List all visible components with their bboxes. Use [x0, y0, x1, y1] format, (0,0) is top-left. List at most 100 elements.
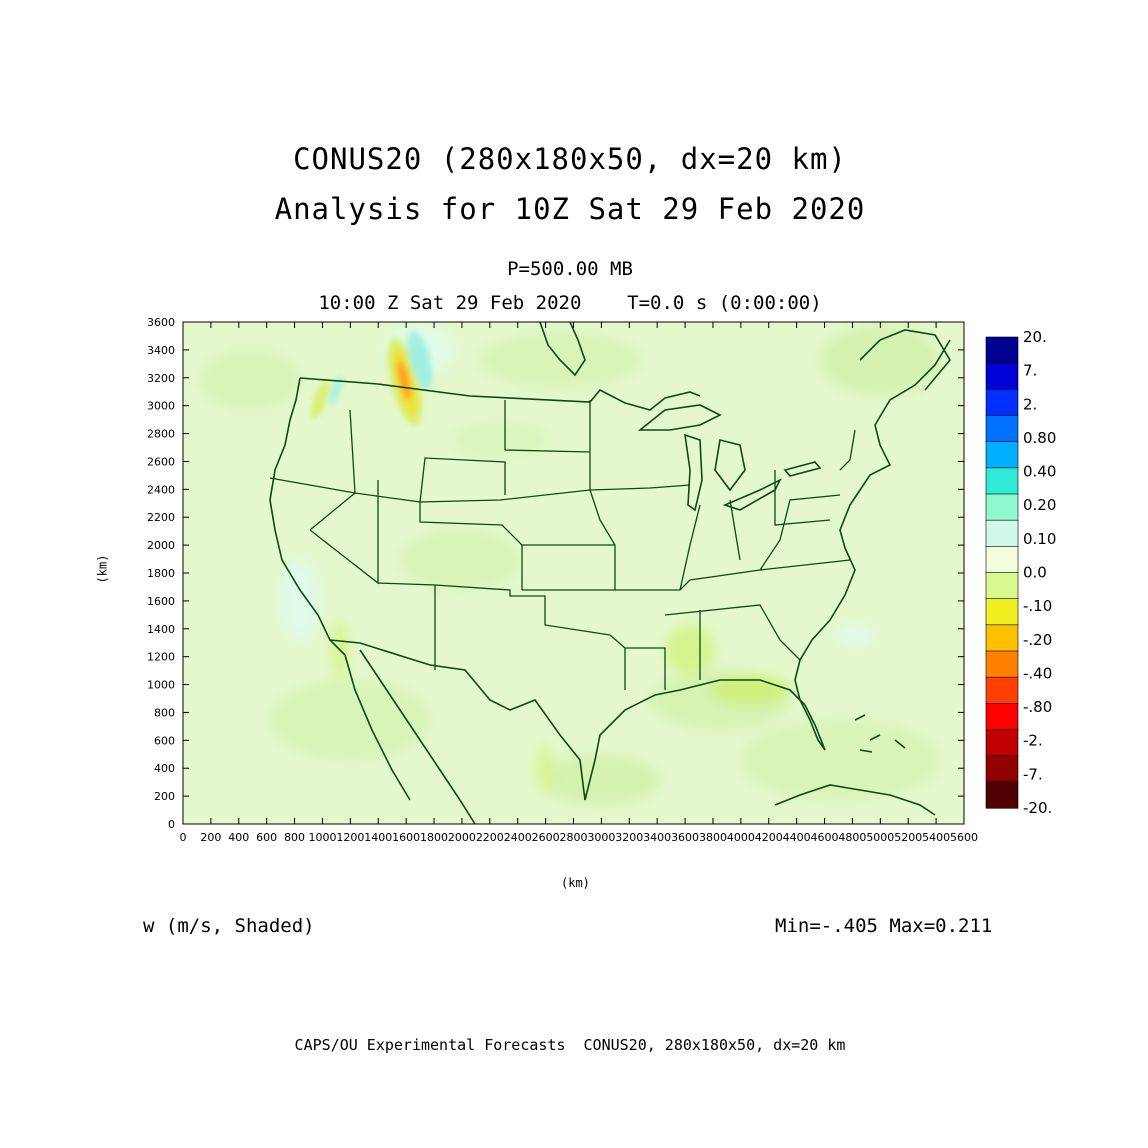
x-tick-label: 2200: [476, 831, 504, 844]
x-tick-label: 3200: [615, 831, 643, 844]
x-tick-label: 2000: [448, 831, 476, 844]
colorbar-segment: [985, 624, 1019, 652]
lake-huron: [714, 439, 746, 492]
x-tick-label: 4200: [755, 831, 783, 844]
coastlines-and-borders: [269, 322, 951, 824]
colorbar-label: -7.: [1023, 765, 1043, 783]
x-tick-label: 2600: [532, 831, 560, 844]
colorbar-label: 0.0: [1023, 564, 1047, 582]
atlantic-coast: [799, 339, 951, 661]
colorbar-label: 0.40: [1023, 463, 1056, 481]
cuba-coast: [774, 784, 936, 816]
colorbar-segment: [985, 389, 1019, 417]
x-tick-label: 3800: [699, 831, 727, 844]
colorbar-segment: [985, 755, 1019, 783]
lake-erie: [722, 478, 782, 511]
x-tick-label: 2400: [504, 831, 532, 844]
map-title-line1: CONUS20 (280x180x50, dx=20 km): [293, 142, 847, 176]
gulf-coast: [584, 679, 806, 801]
field-shading: [200, 325, 940, 805]
y-tick-label: 0: [168, 818, 175, 831]
state-boundaries: [269, 400, 856, 690]
x-tick-label: 3000: [587, 831, 615, 844]
x-tick-label: 3400: [643, 831, 671, 844]
y-tick-label: 2800: [147, 428, 175, 441]
colorbar-label: -.10: [1023, 597, 1052, 615]
mexico-mainland-coast: [359, 649, 476, 824]
florida-coast: [794, 659, 826, 751]
x-tick-label: 0: [180, 831, 187, 844]
footer-credit: CAPS/OU Experimental Forecasts CONUS20, …: [294, 1036, 846, 1054]
y-tick-label: 400: [154, 762, 175, 775]
min-max-label: Min=-.405 Max=0.211: [775, 915, 993, 937]
hudson-bay-coast: [539, 322, 586, 377]
colorbar-label: -2.: [1023, 732, 1043, 750]
lake-michigan: [684, 433, 703, 512]
x-tick-label: 800: [284, 831, 305, 844]
x-tick-label: 3600: [671, 831, 699, 844]
us-canada-border: [299, 377, 701, 411]
x-tick-label: 1600: [392, 831, 420, 844]
x-tick-label: 200: [200, 831, 221, 844]
x-tick-label: 4400: [783, 831, 811, 844]
x-tick-label: 1000: [308, 831, 336, 844]
x-tick-label: 5600: [950, 831, 978, 844]
colorbar-label: -20.: [1023, 799, 1052, 817]
y-tick-label: 1400: [147, 623, 175, 636]
y-tick-label: 2400: [147, 483, 175, 496]
lake-ontario: [783, 461, 822, 477]
y-tick-label: 3600: [147, 316, 175, 329]
x-tick-label: 5400: [922, 831, 950, 844]
y-tick-label: 600: [154, 734, 175, 747]
y-tick-label: 1800: [147, 567, 175, 580]
colorbar-segment: [985, 467, 1019, 495]
axis-ticks: 0 200 400 600 800 1000 1200 1400 1600 1800 2000 220…: [147, 316, 978, 844]
y-tick-label: 2200: [147, 511, 175, 524]
colorbar-label: -.20: [1023, 631, 1052, 649]
variable-label: w (m/s, Shaded): [143, 915, 315, 937]
colorbar-segment: [985, 546, 1019, 574]
y-tick-label: 200: [154, 790, 175, 803]
y-tick-label: 2600: [147, 455, 175, 468]
x-tick-label: 2800: [560, 831, 588, 844]
colorbar-segment: [985, 362, 1019, 390]
x-tick-label: 4000: [727, 831, 755, 844]
x-tick-label: 5200: [894, 831, 922, 844]
x-tick-label: 600: [256, 831, 277, 844]
colorbar-segment: [985, 493, 1019, 521]
colorbar-label: 7.: [1023, 362, 1037, 380]
y-tick-label: 1000: [147, 679, 175, 692]
x-tick-label: 1800: [420, 831, 448, 844]
colorbar-segment: [985, 781, 1019, 809]
us-mexico-border: [329, 639, 586, 801]
x-tick-label: 400: [228, 831, 249, 844]
y-tick-label: 800: [154, 706, 175, 719]
eastern-canada-coast: [859, 329, 951, 391]
y-tick-label: 3000: [147, 400, 175, 413]
x-tick-label: 4800: [838, 831, 866, 844]
pacific-coast: [269, 377, 346, 656]
x-tick-label: 1400: [364, 831, 392, 844]
colorbar-label: 0.20: [1023, 496, 1056, 514]
mexico-west-coast: [344, 654, 411, 801]
lake-superior: [637, 404, 722, 431]
colorbar-segment: [985, 441, 1019, 469]
x-tick-label: 4600: [811, 831, 839, 844]
colorbar-segment: [985, 729, 1019, 757]
y-tick-label: 2000: [147, 539, 175, 552]
colorbar-label: 0.10: [1023, 530, 1056, 548]
colorbar-label: 2.: [1023, 395, 1037, 413]
colorbar-segment: [985, 598, 1019, 626]
map-title-line2: Analysis for 10Z Sat 29 Feb 2020: [274, 192, 866, 226]
y-tick-label: 1600: [147, 595, 175, 608]
y-tick-label: 1200: [147, 651, 175, 664]
colorbar-segment: [985, 650, 1019, 678]
colorbar-segment: [985, 336, 1019, 364]
pressure-level-label: P=500.00 MB: [507, 258, 633, 280]
x-tick-label: 1200: [336, 831, 364, 844]
colorbar-segment: [985, 519, 1019, 547]
colorbar-segment: [985, 415, 1019, 443]
colorbar: 20. 7. 2. 0.80 0.40 0.20 0.10 0.0 -.10 -.20 -.40 -.…: [985, 328, 1056, 817]
colorbar-segment: [985, 572, 1019, 600]
